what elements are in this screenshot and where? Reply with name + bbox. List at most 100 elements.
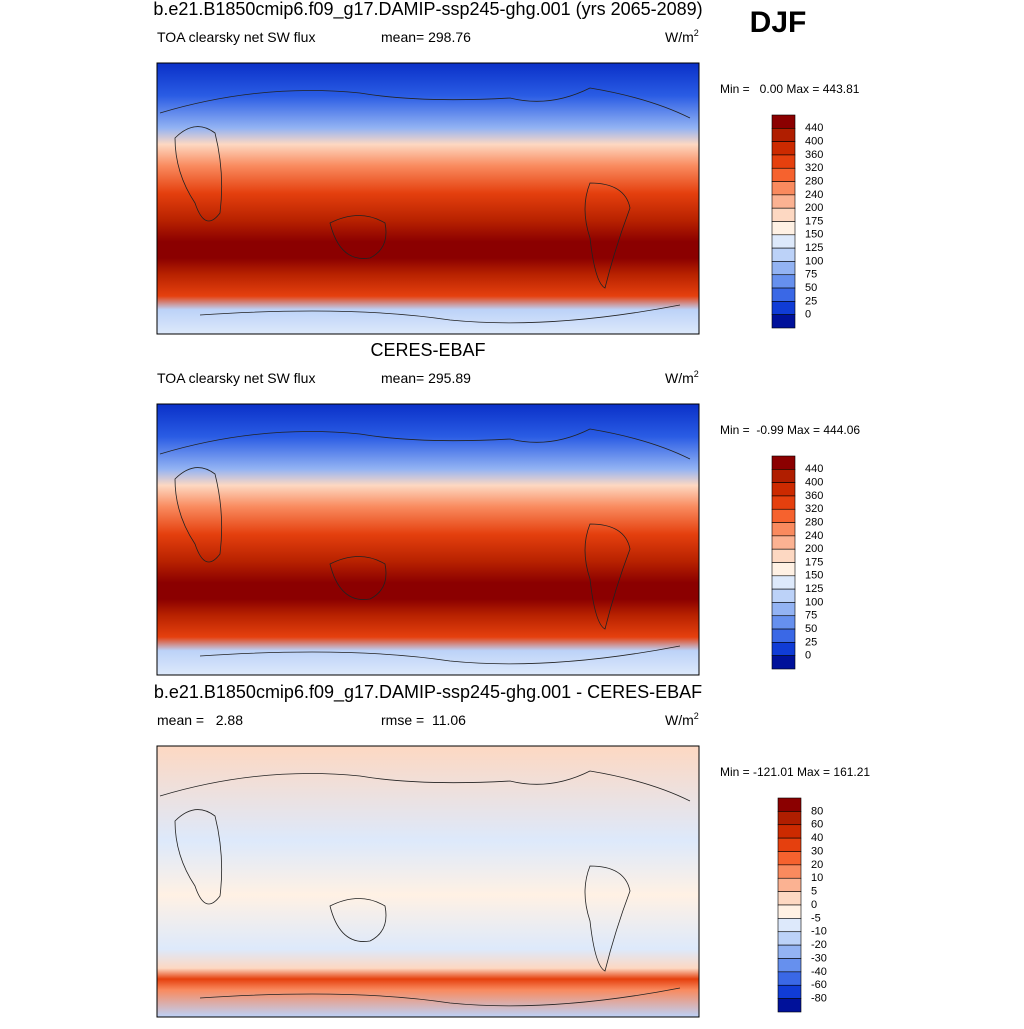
colorbar-label: 440 [805, 463, 823, 475]
coastline [159, 87, 691, 119]
colorbar-box [771, 261, 796, 276]
colorbar-label: 125 [805, 242, 823, 254]
colorbar-box [777, 891, 802, 906]
coastline [584, 182, 631, 289]
colorbar-label: 60 [811, 819, 823, 831]
units-sup: 2 [694, 28, 699, 38]
colorbar-box [771, 287, 796, 302]
colorbar-label: 360 [805, 149, 823, 161]
colorbar-box [771, 642, 796, 656]
colorbar-box [771, 508, 796, 523]
map-frame [156, 62, 700, 335]
colorbar-box [771, 194, 796, 209]
colorbar-box [777, 918, 802, 933]
min-max: Min = 0.00 Max = 443.81 [720, 82, 860, 96]
colorbar-box [771, 588, 796, 603]
colorbar-label: 5 [811, 886, 817, 898]
colorbar-label: 200 [805, 202, 823, 214]
colorbar-box [777, 837, 802, 852]
colorbar-box [771, 535, 796, 550]
colorbar-label: 280 [805, 516, 823, 528]
center-label: mean= 295.89 [381, 370, 471, 386]
colorbar-label: 0 [811, 899, 817, 911]
center-label: mean= 298.76 [381, 29, 471, 45]
colorbar-label: 0 [805, 309, 811, 321]
map-field [157, 746, 699, 1017]
colorbar-label: 320 [805, 503, 823, 515]
colorbar-label: -5 [811, 912, 821, 924]
panel-title: b.e21.B1850cmip6.f09_g17.DAMIP-ssp245-gh… [154, 682, 702, 703]
units: W/m2 [665, 711, 699, 728]
units-sup: 2 [694, 369, 699, 379]
colorbar-box [771, 628, 796, 643]
colorbar-box [777, 824, 802, 839]
left-label: TOA clearsky net SW flux [157, 370, 315, 386]
colorbar-box [771, 128, 796, 142]
colorbar-box [771, 314, 796, 329]
colorbar-box [771, 114, 796, 129]
colorbar-label: 10 [811, 872, 823, 884]
coastline [174, 809, 223, 905]
colorbar-box [771, 207, 796, 222]
panel-title: b.e21.B1850cmip6.f09_g17.DAMIP-ssp245-gh… [153, 0, 702, 20]
colorbar-label: -80 [811, 993, 827, 1005]
min-max: Min = -121.01 Max = 161.21 [720, 765, 870, 779]
colorbar-label: -20 [811, 939, 827, 951]
colorbar-box [771, 455, 796, 470]
colorbar-box [777, 811, 802, 826]
colorbar-box [771, 154, 796, 169]
colorbar-label: 280 [805, 175, 823, 187]
colorbar-label: 0 [805, 650, 811, 662]
colorbar-label: 125 [805, 583, 823, 595]
colorbar-box [777, 851, 802, 866]
center-label: rmse = 11.06 [381, 712, 466, 728]
colorbar-box [777, 864, 802, 879]
colorbar-label: 175 [805, 215, 823, 227]
coastline [199, 645, 681, 665]
units-text: W/m [665, 29, 694, 45]
colorbar-label: 80 [811, 805, 823, 817]
map-field [157, 63, 699, 334]
colorbar-box [771, 602, 796, 617]
units: W/m2 [665, 28, 699, 45]
colorbar-label: 320 [805, 162, 823, 174]
colorbar-label: 40 [811, 832, 823, 844]
colorbar-box [777, 797, 802, 812]
colorbar-box [771, 655, 796, 670]
colorbar-box [777, 984, 802, 999]
colorbar-label: 440 [805, 122, 823, 134]
colorbar-label: 240 [805, 189, 823, 201]
colorbar-box [777, 971, 802, 986]
colorbar-label: 400 [805, 477, 823, 489]
colorbar-box [771, 221, 796, 236]
colorbar-box [777, 931, 802, 946]
panel-title: CERES-EBAF [370, 340, 485, 360]
colorbar-label: 20 [811, 859, 823, 871]
colorbar-label: -60 [811, 979, 827, 991]
colorbar-label: 200 [805, 543, 823, 555]
left-label: mean = 2.88 [157, 712, 243, 728]
units-text: W/m [665, 370, 694, 386]
colorbar-label: 400 [805, 136, 823, 148]
colorbar-label: 150 [805, 229, 823, 241]
coastline [174, 467, 223, 563]
colorbar-label: 25 [805, 636, 817, 648]
colorbar-box [777, 944, 802, 959]
units-text: W/m [665, 712, 694, 728]
colorbar-box [771, 495, 796, 510]
colorbar-label: 75 [805, 610, 817, 622]
colorbar-box [771, 615, 796, 630]
left-label: TOA clearsky net SW flux [157, 29, 315, 45]
colorbar-box [777, 958, 802, 973]
coastline [329, 215, 387, 259]
colorbar-box [771, 469, 796, 483]
colorbar-box [771, 548, 796, 563]
colorbar-label: 25 [805, 295, 817, 307]
colorbar-box [771, 274, 796, 289]
colorbar-box [771, 482, 796, 497]
colorbar-box [777, 904, 802, 919]
colorbar-box [771, 181, 796, 196]
colorbar-box [771, 234, 796, 249]
coastline [159, 770, 691, 802]
